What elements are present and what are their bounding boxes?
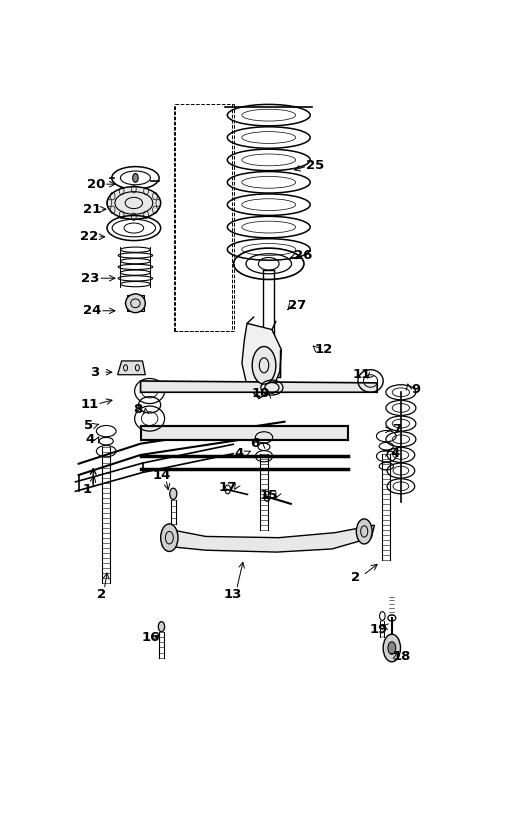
Text: 22: 22	[80, 230, 98, 243]
Circle shape	[252, 347, 276, 384]
Text: 15: 15	[260, 489, 278, 502]
Text: 27: 27	[288, 300, 306, 313]
Text: 14: 14	[152, 469, 171, 482]
Text: 2: 2	[351, 571, 360, 584]
Bar	[140, 426, 348, 440]
Text: 21: 21	[83, 203, 101, 216]
Circle shape	[133, 173, 138, 182]
Polygon shape	[162, 525, 375, 552]
Text: 11: 11	[80, 398, 98, 411]
Text: 4: 4	[390, 447, 400, 460]
Text: 1: 1	[83, 483, 92, 496]
Circle shape	[169, 488, 177, 500]
Ellipse shape	[107, 186, 161, 219]
Text: 18: 18	[393, 650, 411, 663]
Text: 16: 16	[141, 632, 160, 645]
Text: 10: 10	[251, 387, 270, 400]
Text: 7: 7	[392, 423, 402, 436]
Circle shape	[161, 524, 178, 551]
Circle shape	[383, 634, 401, 662]
Text: 11: 11	[352, 368, 371, 381]
Text: 12: 12	[314, 344, 332, 357]
Text: 4: 4	[86, 433, 95, 446]
Text: 9: 9	[411, 383, 420, 396]
Text: 5: 5	[83, 419, 93, 432]
Text: 19: 19	[370, 623, 387, 636]
Bar	[127, 295, 144, 312]
Polygon shape	[242, 323, 281, 399]
Text: 24: 24	[83, 304, 101, 317]
Circle shape	[158, 622, 164, 632]
Text: 13: 13	[224, 588, 242, 601]
Text: 23: 23	[81, 272, 100, 285]
Ellipse shape	[126, 294, 145, 313]
Bar	[258, 350, 280, 377]
Text: 25: 25	[306, 159, 324, 172]
Text: 2: 2	[97, 588, 106, 601]
Polygon shape	[140, 381, 377, 392]
Text: 6: 6	[250, 437, 260, 450]
Polygon shape	[118, 361, 145, 374]
Text: 20: 20	[87, 177, 105, 190]
Text: 17: 17	[218, 481, 237, 494]
Text: 8: 8	[133, 403, 143, 416]
Circle shape	[388, 641, 396, 654]
Text: 26: 26	[294, 249, 313, 262]
Text: 3: 3	[91, 365, 100, 379]
Text: 4: 4	[235, 447, 244, 460]
Circle shape	[356, 519, 372, 544]
